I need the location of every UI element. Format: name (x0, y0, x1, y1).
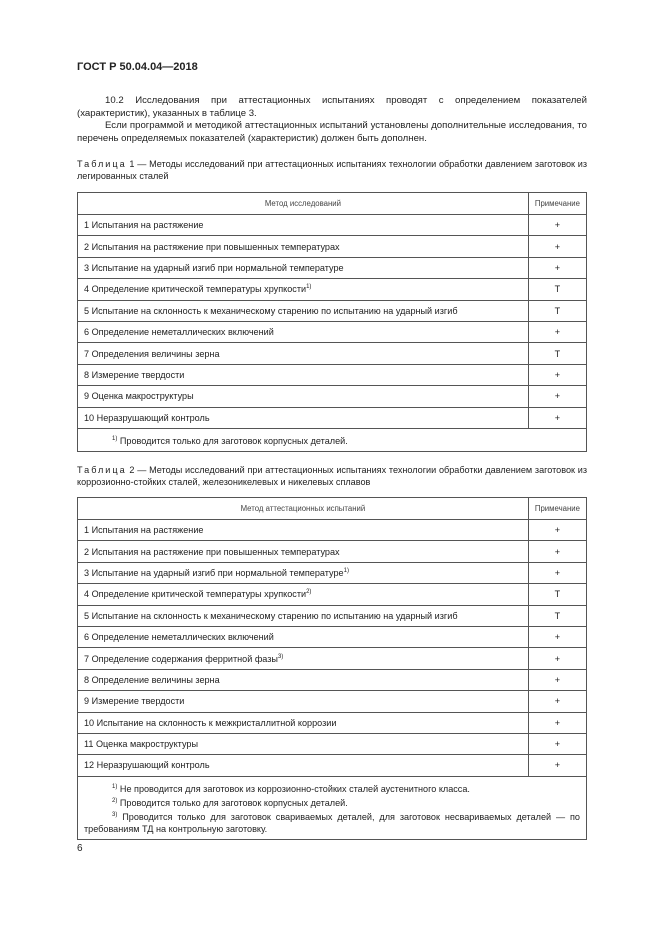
table-row: 7 Определение содержания ферритной фазы3… (77, 647, 588, 670)
footnote: 1) Не проводится для заготовок из корроз… (112, 783, 470, 794)
column-header: Метод исследований (77, 192, 529, 215)
note-cell: + (527, 561, 588, 585)
method-cell: 6 Определение неметаллических включений (77, 320, 529, 344)
method-cell: 4 Определение критической температуры хр… (77, 583, 529, 606)
table1: Метод исследований Примечание 1 Испытания … (77, 192, 588, 452)
footnotes-row: 1) Проводится только для заготовок корпу… (77, 427, 587, 452)
method-cell: 9 Измерение твердости (77, 690, 529, 713)
table-row: 11 Оценка макроструктуры + (77, 732, 588, 756)
note-cell: + (527, 235, 588, 258)
table-row: 9 Измерение твердости + (77, 690, 588, 713)
table-row: 7 Определения величины зерна Т (77, 342, 588, 365)
method-cell: 2 Испытания на растяжение при повышенных… (77, 235, 529, 258)
note-cell: + (527, 647, 588, 670)
footnote: 3) Проводится только для заготовок свари… (84, 811, 580, 834)
method-cell: 3 Испытание на ударный изгиб при нормаль… (77, 256, 529, 280)
method-cell: 4 Определение критической температуры хр… (77, 278, 529, 301)
method-cell: 6 Определение неметаллических включений (77, 625, 529, 649)
table-row: 2 Испытания на растяжение при повышенных… (77, 235, 588, 258)
note-cell: + (527, 256, 588, 280)
note-cell: + (527, 625, 588, 649)
page-number: 6 (77, 843, 83, 854)
note-cell: Т (527, 583, 588, 606)
note-cell: Т (527, 342, 588, 365)
note-cell: + (527, 406, 588, 429)
note-cell: Т (527, 604, 588, 627)
table-row: 8 Определение величины зерна + (77, 668, 588, 692)
table-header-row: Метод исследований Примечание (77, 192, 588, 215)
method-cell: 10 Неразрушающий контроль (77, 406, 529, 429)
table-row: 5 Испытание на склонность к механическом… (77, 604, 588, 627)
column-header: Метод аттестационных испытаний (77, 497, 529, 520)
method-cell: 3 Испытание на ударный изгиб при нормаль… (77, 561, 529, 585)
note-cell: + (527, 363, 588, 387)
method-cell: 5 Испытание на склонность к механическом… (77, 604, 529, 627)
table-row: 8 Измерение твердости + (77, 363, 588, 387)
table-row: 6 Определение неметаллических включений + (77, 625, 588, 649)
table2: Метод аттестационных испытаний Примечание… (77, 497, 588, 840)
note-cell: + (527, 754, 588, 777)
table-row: 6 Определение неметаллических включений + (77, 320, 588, 344)
note-cell: + (527, 540, 588, 563)
method-cell: 1 Испытания на растяжение (77, 518, 529, 542)
table-row: 1 Испытания на растяжение + (77, 213, 588, 237)
table-row: 3 Испытание на ударный изгиб при нормаль… (77, 256, 588, 280)
method-cell: 9 Оценка макроструктуры (77, 385, 529, 408)
method-cell: 5 Испытание на склонность к механическом… (77, 299, 529, 322)
column-header: Примечание (527, 497, 588, 520)
table-row: 10 Испытание на склонность к межкристалл… (77, 711, 588, 734)
method-cell: 7 Определение содержания ферритной фазы3… (77, 647, 529, 670)
table-row: 2 Испытания на растяжение при повышенных… (77, 540, 588, 563)
table-row: 5 Испытание на склонность к механическом… (77, 299, 588, 322)
table1-caption: Таблица 1 — Методы исследований при атте… (77, 159, 587, 181)
paragraph: Если программой и методикой аттестационн… (77, 120, 587, 144)
note-cell: + (527, 320, 588, 344)
method-cell: 12 Неразрушающий контроль (77, 754, 529, 777)
footnote: 2) Проводится только для заготовок корпу… (112, 797, 348, 808)
method-cell: 1 Испытания на растяжение (77, 213, 529, 237)
note-cell: + (527, 385, 588, 408)
table-header-row: Метод аттестационных испытаний Примечание (77, 497, 588, 520)
note-cell: + (527, 732, 588, 756)
table-row: 10 Неразрушающий контроль + (77, 406, 588, 429)
paragraph: 10.2 Исследования при аттестационных исп… (77, 95, 587, 119)
table-row: 9 Оценка макроструктуры + (77, 385, 588, 408)
method-cell: 8 Определение величины зерна (77, 668, 529, 692)
note-cell: Т (527, 278, 588, 301)
method-cell: 2 Испытания на растяжение при повышенных… (77, 540, 529, 563)
note-cell: + (527, 213, 588, 237)
note-cell: + (527, 690, 588, 713)
note-cell: + (527, 668, 588, 692)
column-header: Примечание (527, 192, 588, 215)
table-row: 4 Определение критической температуры хр… (77, 278, 588, 301)
method-cell: 10 Испытание на склонность к межкристалл… (77, 711, 529, 734)
footnotes-row: 1) Не проводится для заготовок из корроз… (77, 775, 587, 840)
note-cell: + (527, 711, 588, 734)
document-header: ГОСТ Р 50.04.04—2018 (77, 61, 198, 73)
footnote: 1) Проводится только для заготовок корпу… (112, 435, 348, 446)
method-cell: 7 Определения величины зерна (77, 342, 529, 365)
table-row: 1 Испытания на растяжение + (77, 518, 588, 542)
table-row: 3 Испытание на ударный изгиб при нормаль… (77, 561, 588, 585)
note-cell: Т (527, 299, 588, 322)
table-row: 4 Определение критической температуры хр… (77, 583, 588, 606)
method-cell: 8 Измерение твердости (77, 363, 529, 387)
method-cell: 11 Оценка макроструктуры (77, 732, 529, 756)
table2-caption: Таблица 2 — Методы исследований при атте… (77, 465, 587, 487)
table-row: 12 Неразрушающий контроль + (77, 754, 588, 777)
note-cell: + (527, 518, 588, 542)
